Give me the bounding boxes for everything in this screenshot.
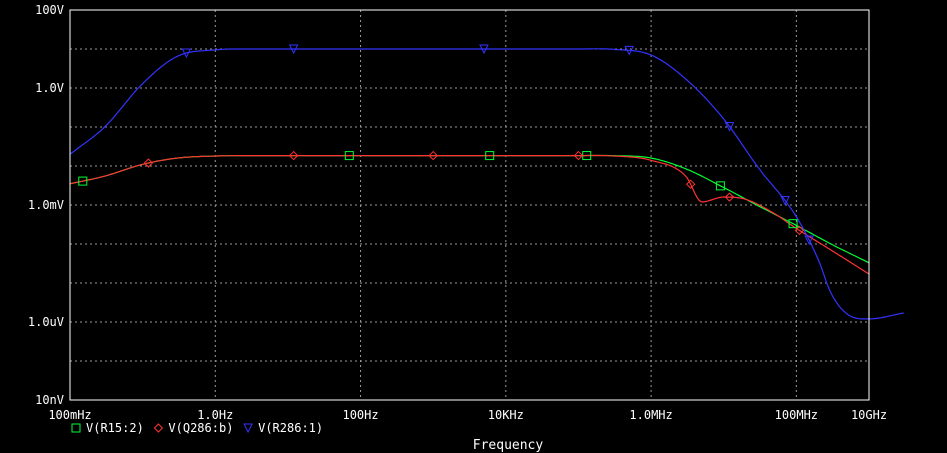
series-2-point — [573, 150, 584, 161]
series-1-point — [344, 151, 354, 161]
y-tick-label: 100V — [35, 3, 64, 17]
series-1-point — [485, 151, 495, 161]
x-tick-label: 1.0Hz — [197, 408, 233, 422]
series-2-point — [685, 179, 696, 189]
series-2-point — [794, 225, 805, 236]
x-tick-label: 10GHz — [851, 408, 887, 422]
y-tick-label: 1.0mV — [28, 198, 64, 212]
grid — [70, 10, 869, 400]
legend-marker-3 — [243, 423, 253, 434]
series-2-point — [288, 150, 299, 161]
x-tick-label: 100MHz — [775, 408, 818, 422]
x-tick-label: 10KHz — [488, 408, 524, 422]
series-3-point — [724, 121, 735, 132]
x-tick-label: 100Hz — [342, 408, 378, 422]
series-1-point — [78, 176, 88, 186]
legend-label-1: V(R15:2) — [86, 421, 144, 435]
series-line-3 — [69, 48, 904, 320]
tick-labels: 100mHz 1.0Hz 100Hz 10KHz 1.0MHz 100MHz 10GHz 10… — [28, 3, 887, 422]
x-tick-label: 100mHz — [48, 408, 91, 422]
series-3-point — [479, 44, 489, 55]
series-2-point — [724, 192, 735, 202]
legend-label-2: V(Q286:b) — [168, 421, 233, 435]
legend-marker-1 — [71, 423, 81, 433]
y-tick-label: 1.0V — [35, 81, 64, 95]
series-3-point — [804, 235, 814, 246]
legend: V(R15:2) V(Q286:b) V(R286:1) — [71, 421, 323, 435]
y-tick-label: 10nV — [35, 393, 64, 407]
series-3-point — [624, 45, 635, 56]
series-layer — [69, 48, 904, 320]
series-3-point — [181, 48, 192, 59]
x-tick-label: 1.0MHz — [629, 408, 672, 422]
legend-marker-2 — [153, 423, 164, 433]
series-2-point — [143, 158, 154, 168]
legend-label-3: V(R286:1) — [258, 421, 323, 435]
series-2-point — [428, 150, 438, 161]
series-3-point — [288, 44, 299, 55]
series-1-point — [715, 181, 725, 191]
y-tick-label: 1.0uV — [28, 315, 64, 329]
series-3-point — [780, 196, 790, 206]
series-line-2 — [69, 154, 870, 275]
marker-layer — [78, 44, 814, 246]
x-axis-title: Frequency — [473, 438, 544, 453]
series-1-point — [788, 219, 798, 229]
plot-frame — [69, 9, 870, 401]
